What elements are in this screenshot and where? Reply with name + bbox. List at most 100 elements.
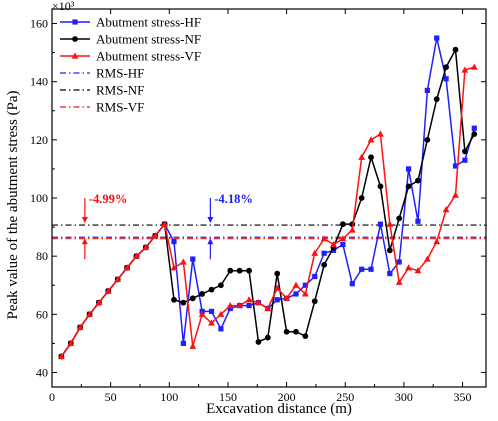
legend-entry-rms-vf: RMS-VF: [60, 100, 144, 115]
abutment-stress-vf-point: [95, 299, 103, 306]
abutment-stress-nf-point: [339, 221, 346, 228]
abutment-stress-vf-point: [208, 319, 215, 326]
abutment-stress-vf-point: [67, 339, 75, 346]
legend-label: Abutment stress-VF: [96, 49, 201, 64]
abutment-stress-nf-point: [293, 328, 299, 335]
annotation-arrowhead-up: [207, 238, 214, 245]
abutment-stress-nf-point: [405, 183, 412, 190]
abutment-stress-hf-point: [368, 266, 374, 272]
x-tick-label: 250: [336, 390, 354, 404]
legend-marker: [72, 36, 78, 42]
data-series: [57, 35, 478, 360]
abutment-stress-vf-point: [377, 130, 384, 137]
legend-entry-abutment-stress-hf: Abutment stress-HF: [60, 15, 201, 30]
abutment-stress-hf-point: [208, 308, 215, 314]
annotation-arrowhead-down: [81, 217, 88, 224]
abutment-stress-vf-point: [386, 220, 394, 227]
tick-labels: 0 50 100 150 200 250 300 350 40 60 80 100 120 140 160: [30, 17, 472, 404]
annotation-label: -4.18%: [214, 192, 253, 206]
annotation-label: -4.99%: [89, 192, 128, 206]
abutment-stress-vf-point: [339, 235, 347, 242]
y-tick-label: 60: [36, 307, 48, 321]
x-tick-label: 200: [278, 390, 296, 404]
abutment-stress-vf-point: [189, 342, 197, 349]
abutment-stress-vf-point: [348, 226, 356, 233]
x-axis-title: Excavation distance (m): [206, 401, 352, 417]
abutment-stress-nf-point: [443, 64, 450, 71]
abutment-stress-vf-point: [133, 252, 140, 259]
abutment-stress-nf-point: [180, 299, 187, 306]
x-tick-label: 0: [49, 390, 55, 404]
abutment-stress-vf-point: [461, 66, 469, 73]
legend-label: RMS-HF: [96, 66, 144, 81]
abutment-stress-nf-point: [461, 148, 468, 155]
abutment-stress-hf-point: [321, 250, 327, 256]
abutment-stress-nf-point: [274, 270, 281, 277]
abutment-stress-vf-point: [433, 238, 441, 245]
legend-label: RMS-NF: [96, 83, 144, 98]
abutment-stress-vf-point: [311, 249, 319, 256]
abutment-stress-hf-point: [349, 281, 355, 287]
abutment-stress-vf-point: [423, 255, 431, 262]
abutment-stress-vf-point: [236, 301, 244, 309]
abutment-stress-vf-point: [470, 63, 478, 70]
abutment-stress-nf-point: [236, 267, 243, 274]
y-tick-label: 40: [36, 365, 48, 379]
y-multiplier-label: ×10³: [52, 0, 75, 13]
legend-entry-abutment-stress-vf: Abutment stress-VF: [60, 49, 201, 64]
abutment-stress-vf-point: [142, 243, 150, 251]
abutment-stress-vf-point: [86, 310, 93, 317]
abutment-stress-nf-point: [433, 96, 440, 103]
abutment-stress-nf-point: [368, 154, 374, 161]
abutment-stress-vf-point: [367, 136, 375, 143]
abutment-stress-vf-point: [414, 267, 422, 274]
y-tick-label: 80: [36, 249, 48, 263]
x-tick-label: 100: [160, 390, 178, 404]
rms-lines: [52, 224, 486, 240]
abutment-stress-vf-point: [395, 278, 403, 285]
x-tick-label: 150: [219, 390, 237, 404]
abutment-stress-hf-point: [462, 157, 468, 163]
abutment-stress-hf-point: [434, 35, 440, 41]
abutment-stress-vf-point: [170, 264, 178, 271]
annotation-arrowhead-up: [81, 238, 88, 245]
x-tick-label: 300: [395, 390, 413, 404]
abutment-stress-hf-point: [396, 259, 402, 265]
abutment-stress-vf-point: [330, 240, 337, 248]
y-tick-label: 120: [30, 133, 48, 147]
abutment-stress-nf-point: [227, 267, 234, 274]
abutment-stress-vf-point: [452, 191, 459, 198]
abutment-stress-vf-point: [114, 275, 122, 283]
abutment-stress-hf-point: [302, 282, 308, 288]
x-tick-label: 350: [454, 390, 472, 404]
abutment-stress-vf-point: [76, 323, 84, 330]
abutment-stress-vf-point: [301, 290, 309, 297]
abutment-stress-nf-point: [302, 333, 309, 340]
abutment-stress-hf-point: [471, 125, 477, 131]
legend-entry-abutment-stress-nf: Abutment stress-NF: [60, 32, 201, 47]
abutment-stress-nf-point: [199, 291, 206, 297]
abutment-stress-nf-point: [321, 261, 328, 268]
abutment-stress-nf-point: [283, 328, 290, 335]
y-tick-label: 100: [30, 191, 48, 205]
abutment-stress-hf-point: [452, 163, 459, 169]
abutment-stress-nf-point: [452, 46, 459, 53]
abutment-stress-vf-point: [151, 232, 159, 239]
abutment-stress-vf-point: [245, 296, 253, 303]
abutment-stress-hf-point: [190, 256, 196, 262]
abutment-stress-vf-point: [264, 304, 272, 312]
abutment-stress-hf-point: [359, 266, 365, 272]
abutment-stress-nf-point: [424, 136, 431, 143]
legend: Abutment stress-HF Abutment stress-NF Abut…: [60, 15, 201, 115]
legend-label: Abutment stress-HF: [96, 15, 201, 30]
abutment-stress-hf-point: [246, 302, 252, 309]
x-tick-label: 50: [105, 390, 117, 404]
legend-marker: [71, 52, 79, 59]
annotations: -4.99% -4.18%: [81, 192, 253, 260]
legend-label: RMS-VF: [96, 100, 144, 115]
abutment-stress-hf-point: [180, 340, 186, 346]
abutment-stress-hf-point: [227, 305, 233, 312]
abutment-stress-hf-point: [312, 273, 318, 280]
abutment-stress-vf-point: [320, 235, 328, 242]
abutment-stress-hf-point: [443, 76, 449, 82]
